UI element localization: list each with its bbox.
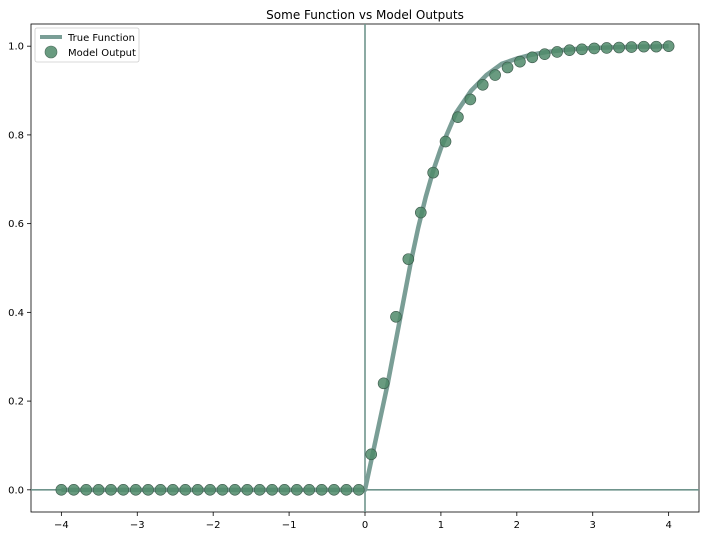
y-tick-label: 1.0: [8, 42, 24, 53]
model-output-point: [229, 484, 241, 496]
model-output-point: [278, 484, 291, 496]
model-output-point: [129, 484, 142, 496]
model-output-point: [167, 484, 179, 496]
x-tick-label: 0: [362, 520, 368, 531]
model-output-point: [551, 46, 563, 58]
model-output-point: [501, 61, 514, 74]
model-output-point: [315, 484, 328, 496]
model-output-point: [563, 44, 576, 56]
y-tick-label: 0.2: [8, 397, 24, 408]
reference-lines: [31, 24, 699, 512]
model-output-point: [576, 43, 588, 56]
x-tick-label: −4: [54, 520, 69, 531]
model-output-point: [613, 41, 625, 54]
model-output-point: [216, 484, 229, 496]
y-axis: 0.0 0.2 0.4 0.6 0.8 1.0: [8, 42, 31, 496]
x-tick-label: −2: [206, 520, 221, 531]
model-output-point: [328, 484, 340, 496]
model-output-point: [625, 41, 638, 53]
x-tick-label: 4: [665, 520, 671, 531]
model-output-point: [191, 484, 204, 496]
x-tick-label: 3: [590, 520, 596, 531]
model-output-point: [600, 42, 613, 54]
y-tick-label: 0.8: [8, 130, 24, 141]
x-tick-label: 2: [514, 520, 520, 531]
chart-title: Some Function vs Model Outputs: [266, 8, 464, 22]
model-output-point: [340, 484, 353, 496]
model-output-point: [67, 484, 80, 496]
model-output-point: [476, 78, 489, 91]
x-tick-label: 1: [438, 520, 444, 531]
model-output-point: [588, 42, 601, 55]
model-output-point: [179, 484, 192, 496]
y-tick-label: 0.6: [8, 219, 24, 230]
y-tick-label: 0.4: [8, 308, 24, 319]
model-output-point: [526, 51, 539, 64]
true-function-series: [61, 43, 669, 493]
model-output-point: [439, 135, 452, 148]
model-output-point: [55, 484, 68, 496]
model-output-point: [80, 484, 92, 496]
model-output-point: [291, 484, 303, 496]
model-output-point: [402, 253, 415, 265]
model-output-point: [266, 484, 278, 496]
x-tick-label: −1: [282, 520, 297, 531]
model-output-point: [489, 69, 501, 81]
model-output-point: [390, 310, 402, 323]
x-tick-label: −3: [130, 520, 145, 531]
model-output-series: [55, 40, 675, 496]
model-output-point: [92, 484, 105, 496]
model-output-point: [414, 206, 427, 219]
x-axis: −4 −3 −2 −1 0 1 2 3 4: [54, 512, 672, 531]
true-function-line: [61, 43, 669, 493]
legend-label-model-output: Model Output: [68, 48, 136, 59]
model-output-point: [377, 377, 390, 390]
legend: True Function Model Output: [34, 27, 140, 63]
model-output-point: [427, 166, 439, 179]
model-output-point: [154, 484, 167, 496]
legend-label-true-function: True Function: [67, 33, 135, 44]
model-output-point: [253, 484, 266, 496]
model-output-point: [105, 484, 117, 496]
model-output-point: [452, 111, 464, 123]
model-output-point: [538, 48, 551, 60]
model-output-point: [352, 484, 365, 496]
model-output-point: [638, 40, 650, 53]
model-output-point: [514, 55, 526, 68]
legend-marker-swatch: [44, 45, 58, 59]
model-output-point: [464, 93, 477, 106]
model-output-point: [204, 484, 216, 496]
model-output-point: [365, 448, 378, 461]
y-tick-label: 0.0: [8, 485, 24, 496]
model-output-point: [650, 40, 663, 53]
model-output-point: [117, 484, 130, 496]
model-output-point: [303, 484, 316, 496]
model-output-point: [142, 484, 154, 496]
model-output-point: [241, 484, 254, 496]
model-output-point: [662, 40, 675, 52]
